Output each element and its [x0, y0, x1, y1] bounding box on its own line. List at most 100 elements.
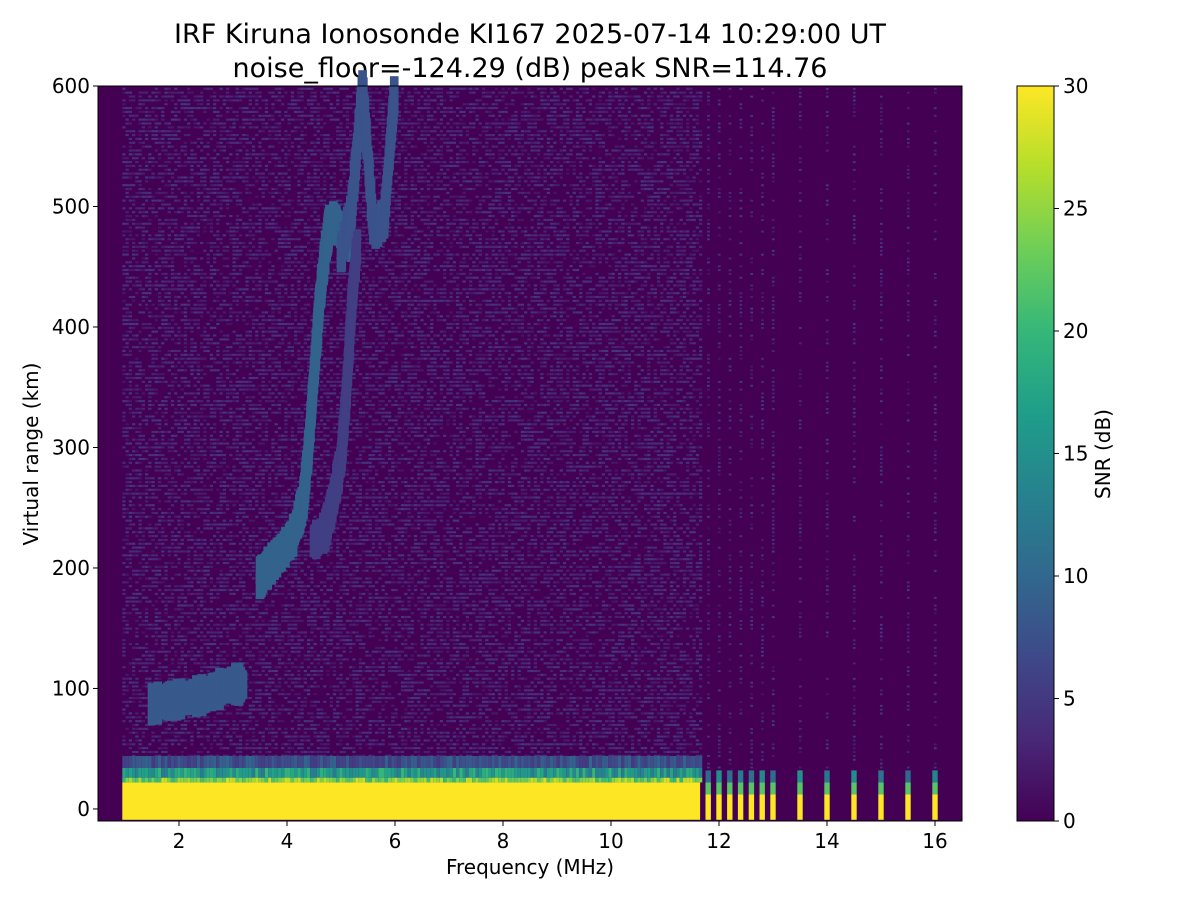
noise-cell: [210, 439, 213, 441]
noise-cell: [158, 427, 161, 429]
noise-cell: [155, 631, 158, 633]
noise-cell: [223, 215, 226, 217]
noise-cell: [210, 747, 213, 749]
noise-cell: [181, 608, 184, 610]
noise-cell: [249, 616, 252, 618]
noise-cell: [210, 404, 213, 406]
noise-cell: [242, 523, 245, 525]
noise-cell: [174, 493, 177, 495]
noise-cell: [239, 550, 242, 552]
noise-cell: [151, 662, 154, 664]
noise-cell: [139, 130, 142, 132]
noise-cell: [177, 342, 180, 344]
noise-cell: [161, 462, 164, 464]
noise-cell: [155, 246, 158, 248]
noise-cell: [151, 207, 154, 209]
noise-cell: [135, 678, 138, 680]
noise-cell: [223, 311, 226, 313]
noise-cell: [210, 466, 213, 468]
noise-cell: [155, 651, 158, 653]
noise-cell: [226, 161, 229, 163]
noise-cell: [187, 616, 190, 618]
noise-cell: [236, 115, 239, 117]
noise-cell: [132, 200, 135, 202]
noise-cell: [135, 427, 138, 429]
noise-cell: [232, 142, 235, 144]
noise-cell: [168, 473, 171, 475]
noise-cell: [158, 265, 161, 267]
noise-cell: [164, 612, 167, 614]
noise-cell: [226, 373, 229, 375]
noise-cell: [242, 493, 245, 495]
noise-cell: [232, 724, 235, 726]
noise-cell: [139, 473, 142, 475]
noise-cell: [203, 230, 206, 232]
noise-cell: [223, 496, 226, 498]
noise-cell: [197, 365, 200, 367]
noise-cell: [194, 296, 197, 298]
noise-cell: [265, 115, 268, 117]
noise-cell: [271, 323, 274, 325]
noise-cell: [161, 751, 164, 753]
noise-cell: [151, 635, 154, 637]
noise-cell: [164, 466, 167, 468]
noise-cell: [239, 489, 242, 491]
noise-cell: [281, 180, 284, 182]
noise-cell: [161, 747, 164, 749]
noise-cell: [278, 639, 281, 641]
noise-cell: [161, 442, 164, 444]
noise-cell: [203, 577, 206, 579]
noise-cell: [220, 631, 223, 633]
noise-cell: [226, 412, 229, 414]
noise-cell: [223, 338, 226, 340]
noise-cell: [155, 99, 158, 101]
noise-cell: [139, 689, 142, 691]
noise-cell: [164, 257, 167, 259]
noise-cell: [232, 469, 235, 471]
noise-cell: [255, 670, 258, 672]
noise-cell: [155, 628, 158, 630]
noise-cell: [258, 385, 261, 387]
noise-cell: [281, 277, 284, 279]
noise-cell: [151, 200, 154, 202]
noise-cell: [236, 601, 239, 603]
noise-cell: [184, 296, 187, 298]
noise-cell: [252, 111, 255, 113]
noise-cell: [249, 624, 252, 626]
noise-cell: [220, 415, 223, 417]
noise-cell: [242, 346, 245, 348]
noise-cell: [255, 369, 258, 371]
noise-cell: [255, 99, 258, 101]
noise-cell: [203, 88, 206, 90]
noise-cell: [265, 655, 268, 657]
noise-cell: [190, 284, 193, 286]
noise-cell: [236, 643, 239, 645]
noise-cell: [203, 508, 206, 510]
noise-cell: [275, 281, 278, 283]
noise-cell: [168, 554, 171, 556]
noise-cell: [207, 385, 210, 387]
noise-cell: [174, 92, 177, 94]
noise-cell: [164, 261, 167, 263]
noise-cell: [220, 477, 223, 479]
noise-cell: [226, 180, 229, 182]
noise-cell: [122, 720, 125, 722]
noise-cell: [242, 462, 245, 464]
noise-cell: [275, 180, 278, 182]
noise-cell: [226, 635, 229, 637]
noise-cell: [158, 122, 161, 124]
noise-cell: [281, 265, 284, 267]
noise-cell: [139, 435, 142, 437]
noise-cell: [220, 554, 223, 556]
noise-cell: [126, 450, 129, 452]
noise-cell: [249, 593, 252, 595]
noise-cell: [142, 589, 145, 591]
noise-cell: [216, 223, 219, 225]
noise-cell: [145, 323, 148, 325]
noise-cell: [171, 458, 174, 460]
noise-cell: [126, 122, 129, 124]
noise-cell: [200, 138, 203, 140]
noise-cell: [255, 489, 258, 491]
noise-cell: [171, 176, 174, 178]
noise-cell: [249, 142, 252, 144]
